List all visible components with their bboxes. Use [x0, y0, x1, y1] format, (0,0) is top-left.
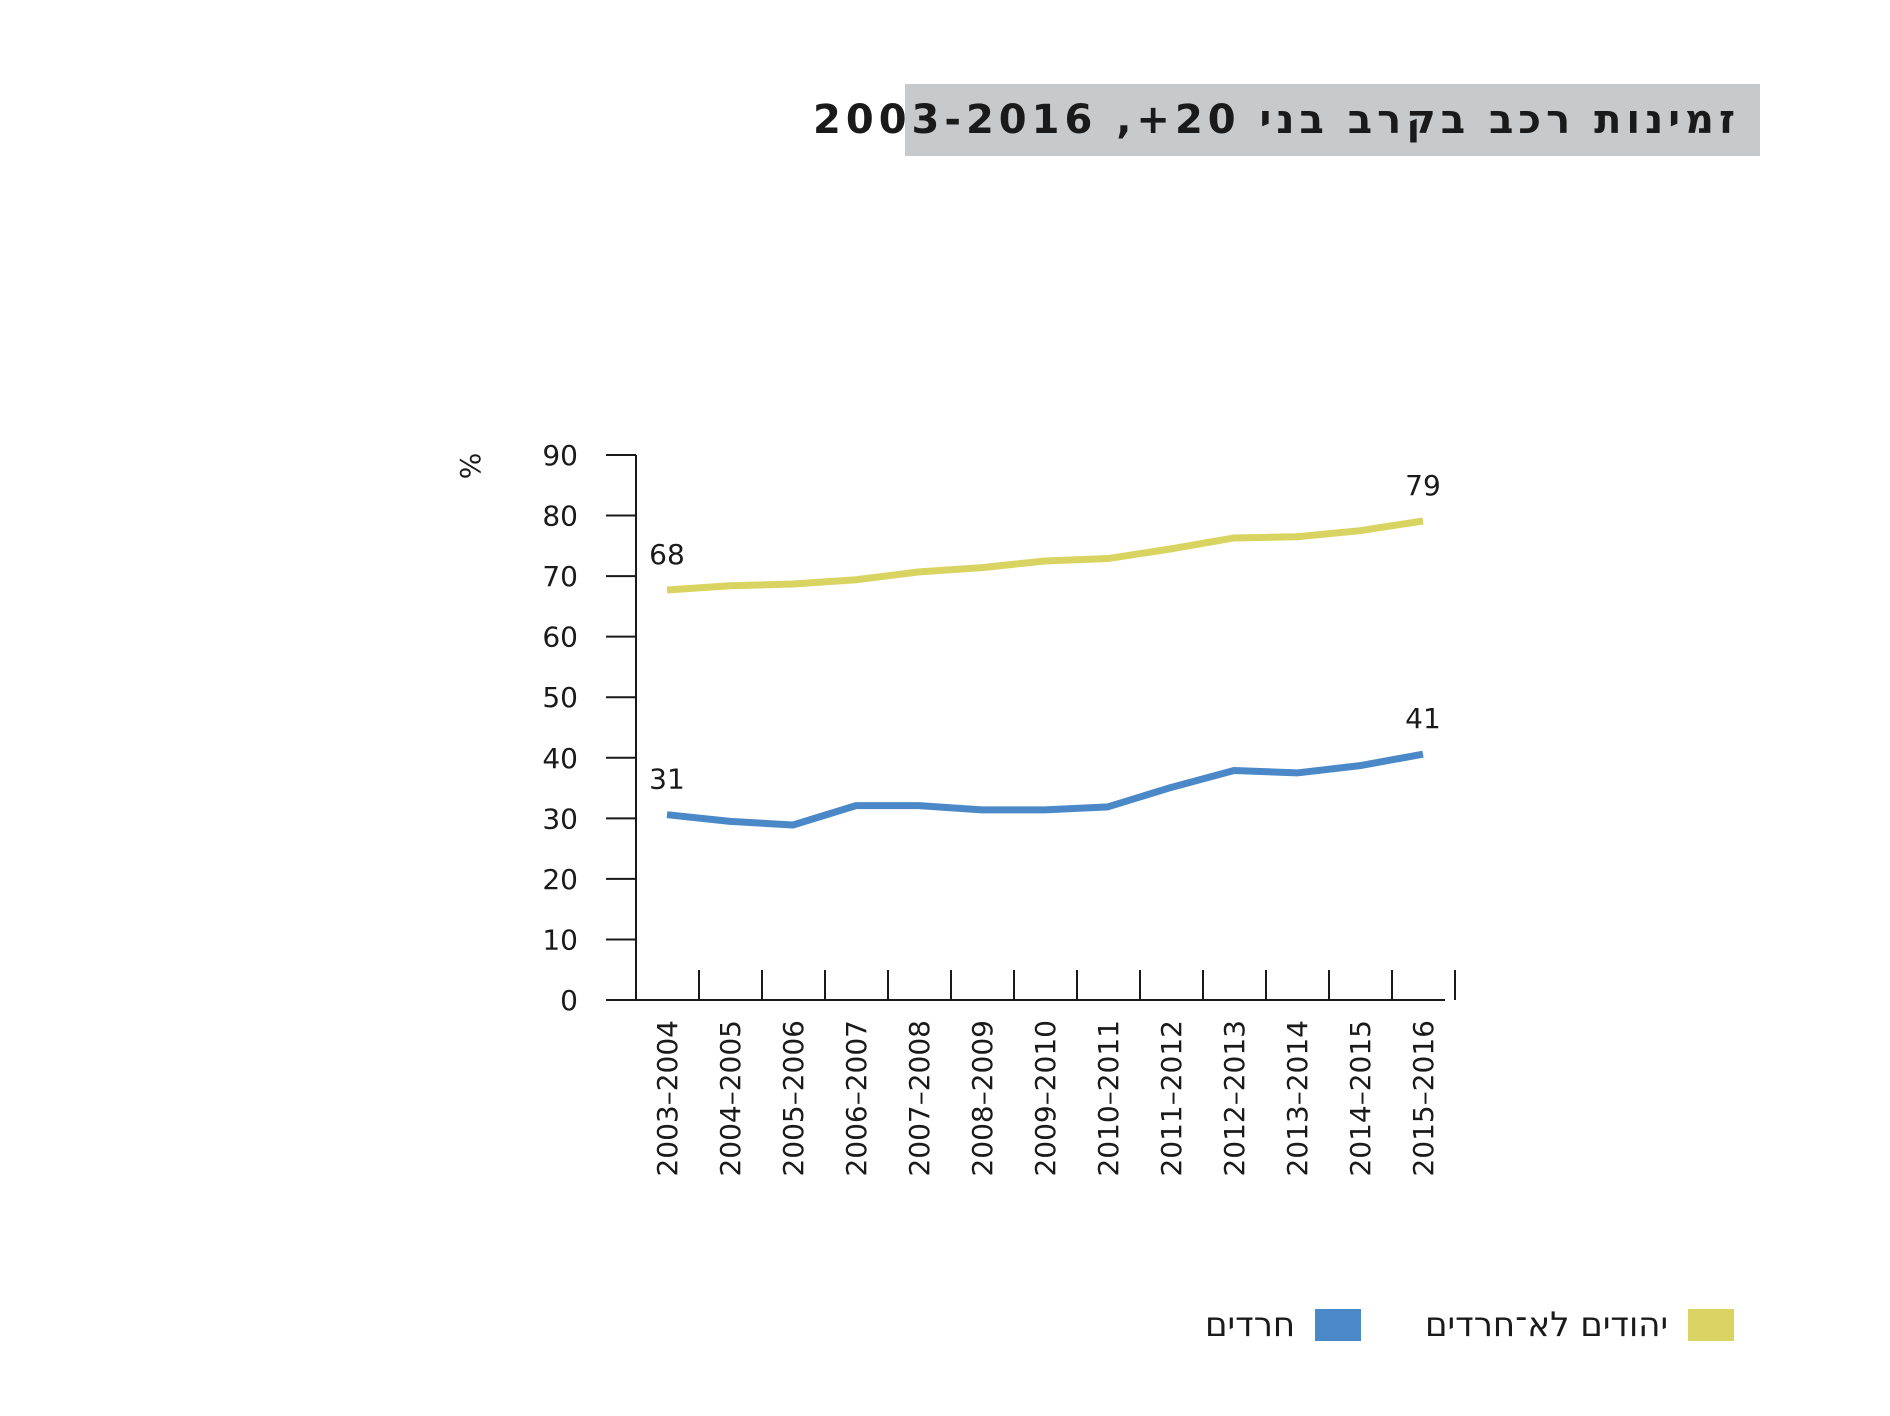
legend-label-non-haredi: יהודים לא־חרדים	[1425, 1305, 1669, 1345]
y-tick-label: 40	[542, 742, 578, 775]
y-tick-label: 90	[542, 439, 578, 472]
x-tick-label: 2011–2012	[1155, 1020, 1188, 1177]
data-label: 41	[1405, 702, 1441, 735]
x-tick-label: 2007–2008	[903, 1020, 936, 1177]
x-tick-label: 2009–2010	[1029, 1020, 1062, 1177]
data-label: 68	[649, 538, 685, 571]
x-tick-label: 2014–2015	[1344, 1020, 1377, 1177]
x-tick-label: 2003–2004	[651, 1020, 684, 1177]
legend-swatch-non-haredi	[1688, 1309, 1735, 1341]
x-tick-label: 2015–2016	[1407, 1020, 1440, 1177]
x-tick-label: 2006–2007	[840, 1020, 873, 1177]
series-line-1	[666, 750, 1424, 829]
series-line-0	[666, 517, 1424, 594]
x-tick-label: 2005–2006	[777, 1020, 810, 1177]
y-tick-label: 80	[542, 500, 578, 533]
data-label: 31	[649, 763, 685, 796]
chart-title-box: זמינות רכב בקרב בני 20+, 2003-2016	[813, 84, 1760, 156]
legend-item-non-haredi: יהודים לא־חרדים	[1425, 1305, 1735, 1345]
y-axis-label: %	[454, 453, 487, 480]
legend-label-haredi: חרדים	[1205, 1305, 1296, 1345]
y-tick-label: 50	[542, 681, 578, 714]
y-tick-label: 70	[542, 560, 578, 593]
data-label: 79	[1405, 469, 1441, 502]
y-tick-label: 60	[542, 621, 578, 654]
x-tick-label: 2013–2014	[1281, 1020, 1314, 1177]
chart-title: זמינות רכב בקרב בני 20+, 2003-2016	[813, 97, 1740, 143]
legend-swatch-haredi	[1315, 1309, 1362, 1341]
y-tick-label: 10	[542, 923, 578, 956]
legend-item-haredi: חרדים	[1205, 1305, 1362, 1345]
y-tick-label: 20	[542, 863, 578, 896]
x-tick-label: 2012–2013	[1218, 1020, 1251, 1177]
y-tick-label: 30	[542, 802, 578, 835]
x-tick-label: 2008–2009	[966, 1020, 999, 1177]
x-tick-label: 2004–2005	[714, 1020, 747, 1177]
y-tick-label: 0	[560, 984, 578, 1017]
x-tick-label: 2010–2011	[1092, 1020, 1125, 1177]
